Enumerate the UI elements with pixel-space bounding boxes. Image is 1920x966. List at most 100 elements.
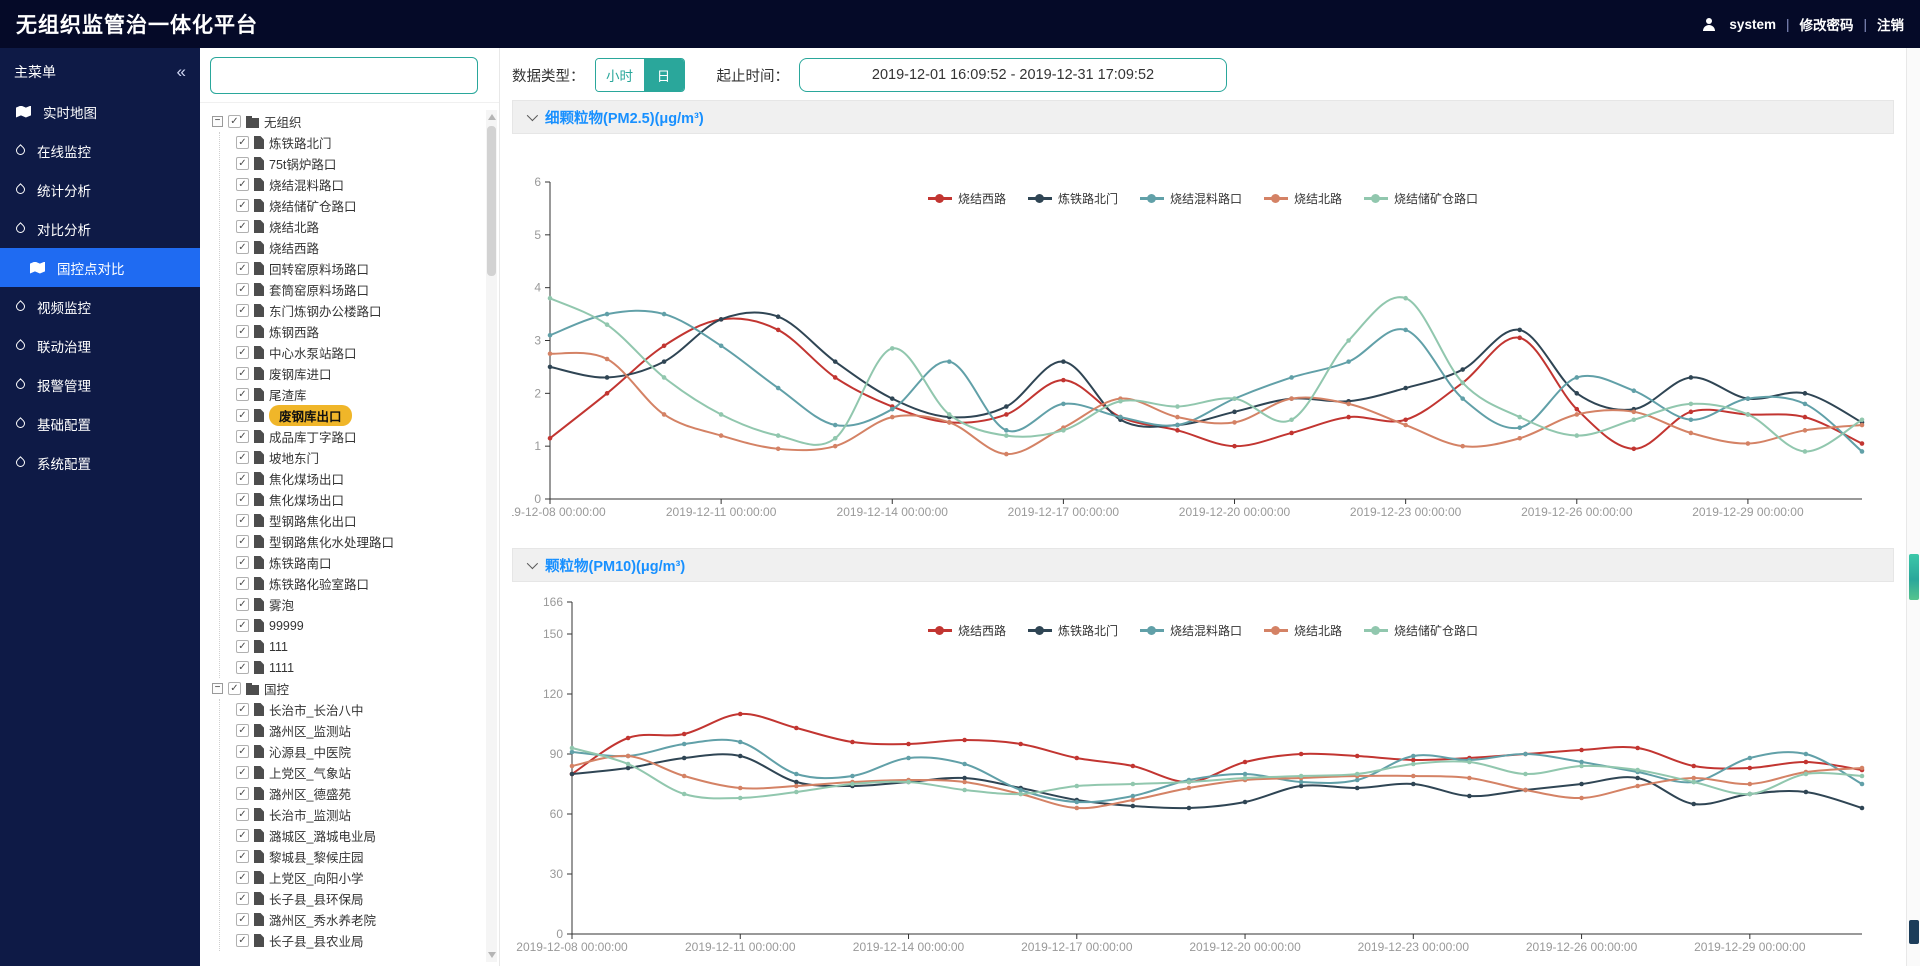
sidebar-item-基础配置[interactable]: 基础配置 — [0, 404, 200, 443]
logout-link[interactable]: 注销 — [1877, 18, 1904, 33]
day-toggle-button[interactable]: 日 — [643, 59, 684, 91]
tree-checkbox[interactable]: ✓ — [236, 346, 249, 359]
collapse-sidebar-icon[interactable]: « — [176, 62, 186, 81]
tree-node-label[interactable]: 潞州区_监测站 — [269, 725, 351, 739]
tree-node-label[interactable]: 东门炼钢办公楼路口 — [269, 305, 382, 319]
tree-node-label[interactable]: 长治市_监测站 — [269, 809, 351, 823]
tree-checkbox[interactable]: ✓ — [236, 913, 249, 926]
legend-item-烧结北路[interactable]: 烧结北路 — [1264, 622, 1342, 639]
legend-item-烧结混料路口[interactable]: 烧结混料路口 — [1139, 622, 1242, 639]
chart-svg-1[interactable]: 0 30 60 90 120 150 166 2019-12-08 00:00:00 2019-… — [512, 582, 1892, 956]
tree-node-label[interactable]: 废钢库进口 — [269, 368, 332, 382]
tree-node-label[interactable]: 焦化煤场出口 — [269, 494, 345, 508]
tree-checkbox[interactable]: ✓ — [236, 262, 249, 275]
tree-node-label[interactable]: 型钢路焦化出口 — [269, 515, 357, 529]
tree-node-label[interactable]: 75t锅炉路口 — [269, 158, 337, 172]
tree-node-label[interactable]: 沁源县_中医院 — [269, 746, 351, 760]
tree-group-label[interactable]: 国控 — [264, 683, 290, 697]
tree-node-label[interactable]: 长治市_长治八中 — [269, 704, 364, 718]
tree-checkbox[interactable]: ✓ — [236, 829, 249, 842]
tree-node-label[interactable]: 炼钢西路 — [269, 326, 320, 340]
tree-node-label[interactable]: 焦化煤场出口 — [269, 473, 345, 487]
tree-node-label[interactable]: 回转窑原料场路口 — [269, 263, 370, 277]
tree-checkbox[interactable]: ✓ — [236, 598, 249, 611]
tree-node-label[interactable]: 废钢库出口 — [269, 405, 352, 426]
tree-checkbox[interactable]: ✓ — [236, 199, 249, 212]
sidebar-item-在线监控[interactable]: 在线监控 — [0, 131, 200, 170]
tree-node-label[interactable]: 烧结储矿仓路口 — [269, 200, 357, 214]
tree-node-label[interactable]: 烧结西路 — [269, 242, 320, 256]
tree-collapse-icon[interactable]: − — [212, 683, 223, 694]
tree-checkbox[interactable]: ✓ — [228, 682, 241, 695]
change-password-link[interactable]: 修改密码 — [1799, 18, 1854, 33]
tree-node-label[interactable]: 黎城县_黎候庄园 — [269, 851, 364, 865]
sidebar-item-实时地图[interactable]: 实时地图 — [0, 92, 200, 131]
sidebar-item-国控点对比[interactable]: 国控点对比 — [0, 248, 200, 287]
tree-checkbox[interactable]: ✓ — [236, 619, 249, 632]
legend-item-烧结混料路口[interactable]: 烧结混料路口 — [1139, 190, 1242, 207]
legend-item-炼铁路北门[interactable]: 炼铁路北门 — [1027, 622, 1118, 639]
tree-node-label[interactable]: 尾渣库 — [269, 389, 307, 403]
tree-collapse-icon[interactable]: − — [212, 116, 223, 127]
tree-checkbox[interactable]: ✓ — [236, 430, 249, 443]
tree-node-label[interactable]: 长子县_县环保局 — [269, 893, 364, 907]
legend-item-烧结北路[interactable]: 烧结北路 — [1264, 190, 1342, 207]
legend-item-烧结西路[interactable]: 烧结西路 — [927, 190, 1006, 207]
page-scrollbar[interactable] — [1906, 48, 1920, 966]
sidebar-item-报警管理[interactable]: 报警管理 — [0, 365, 200, 404]
page-scrollbar-thumb[interactable] — [1909, 554, 1919, 600]
legend-item-烧结西路[interactable]: 烧结西路 — [927, 622, 1006, 639]
hour-toggle-button[interactable]: 小时 — [595, 59, 644, 91]
tree-checkbox[interactable]: ✓ — [236, 220, 249, 233]
tree-checkbox[interactable]: ✓ — [236, 703, 249, 716]
tree-checkbox[interactable]: ✓ — [236, 934, 249, 947]
tree-node-label[interactable]: 套筒窑原料场路口 — [269, 284, 370, 298]
sidebar-item-系统配置[interactable]: 系统配置 — [0, 443, 200, 482]
time-range-input[interactable] — [799, 58, 1227, 92]
tree-checkbox[interactable]: ✓ — [236, 136, 249, 149]
tree-checkbox[interactable]: ✓ — [236, 451, 249, 464]
legend-item-烧结储矿仓路口[interactable]: 烧结储矿仓路口 — [1364, 622, 1478, 639]
tree-node-label[interactable]: 烧结北路 — [269, 221, 320, 235]
chart-svg-0[interactable]: 0 1 2 3 4 5 6 2019-12-08 00:00:00 2019-12-11 00:… — [512, 134, 1892, 534]
chevron-down-icon[interactable] — [526, 557, 539, 570]
tree-checkbox[interactable]: ✓ — [236, 640, 249, 653]
tree-checkbox[interactable]: ✓ — [236, 388, 249, 401]
tree-group-label[interactable]: 无组织 — [264, 116, 302, 130]
tree-node-label[interactable]: 雾泡 — [269, 599, 295, 613]
tree-node-label[interactable]: 烧结混料路口 — [269, 179, 345, 193]
tree-checkbox[interactable]: ✓ — [236, 808, 249, 821]
tree-checkbox[interactable]: ✓ — [236, 178, 249, 191]
tree-checkbox[interactable]: ✓ — [236, 514, 249, 527]
tree-node-label[interactable]: 1111 — [269, 660, 295, 675]
tree-checkbox[interactable]: ✓ — [236, 766, 249, 779]
tree-node-label[interactable]: 111 — [269, 639, 289, 654]
tree-scrollbar-thumb[interactable] — [487, 126, 496, 276]
tree-node-label[interactable]: 潞州区_秀水养老院 — [269, 914, 376, 928]
tree-checkbox[interactable]: ✓ — [236, 304, 249, 317]
tree-node-label[interactable]: 上党区_气象站 — [269, 767, 351, 781]
tree-checkbox[interactable]: ✓ — [236, 325, 249, 338]
tree-checkbox[interactable]: ✓ — [228, 115, 241, 128]
tree-checkbox[interactable]: ✓ — [236, 409, 249, 422]
tree-checkbox[interactable]: ✓ — [236, 577, 249, 590]
tree-checkbox[interactable]: ✓ — [236, 724, 249, 737]
legend-item-烧结储矿仓路口[interactable]: 烧结储矿仓路口 — [1364, 190, 1478, 207]
tree-checkbox[interactable]: ✓ — [236, 157, 249, 170]
tree-node-label[interactable]: 潞城区_潞城电业局 — [269, 830, 376, 844]
tree-checkbox[interactable]: ✓ — [236, 556, 249, 569]
tree-checkbox[interactable]: ✓ — [236, 493, 249, 506]
tree-node-label[interactable]: 99999 — [269, 618, 304, 633]
tree-checkbox[interactable]: ✓ — [236, 745, 249, 758]
tree-checkbox[interactable]: ✓ — [236, 871, 249, 884]
tree-checkbox[interactable]: ✓ — [236, 472, 249, 485]
sidebar-item-视频监控[interactable]: 视频监控 — [0, 287, 200, 326]
tree-node-label[interactable]: 型钢路焦化水处理路口 — [269, 536, 395, 550]
legend-item-炼铁路北门[interactable]: 炼铁路北门 — [1027, 190, 1118, 207]
chevron-down-icon[interactable] — [526, 109, 539, 122]
tree-node-label[interactable]: 炼铁路南口 — [269, 557, 332, 571]
tree-scrollbar[interactable] — [486, 110, 497, 962]
tree-node-label[interactable]: 中心水泵站路口 — [269, 347, 357, 361]
sidebar-item-联动治理[interactable]: 联动治理 — [0, 326, 200, 365]
tree-node-label[interactable]: 炼铁路北门 — [269, 137, 332, 151]
